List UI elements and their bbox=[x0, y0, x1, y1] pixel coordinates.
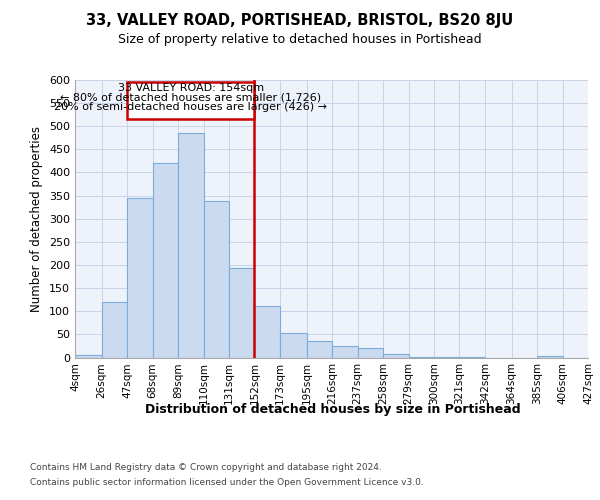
Bar bbox=[203, 201, 229, 358]
Bar bbox=[75, 355, 101, 358]
Text: ← 80% of detached houses are smaller (1,726): ← 80% of detached houses are smaller (1,… bbox=[60, 92, 322, 102]
Text: 33, VALLEY ROAD, PORTISHEAD, BRISTOL, BS20 8JU: 33, VALLEY ROAD, PORTISHEAD, BRISTOL, BS… bbox=[86, 12, 514, 28]
Bar bbox=[537, 356, 563, 358]
Bar bbox=[409, 356, 434, 358]
Text: Contains HM Land Registry data © Crown copyright and database right 2024.: Contains HM Land Registry data © Crown c… bbox=[30, 463, 382, 472]
Bar bbox=[127, 82, 254, 119]
Bar bbox=[280, 334, 307, 357]
Bar bbox=[383, 354, 409, 358]
Text: Distribution of detached houses by size in Portishead: Distribution of detached houses by size … bbox=[145, 402, 521, 415]
Bar bbox=[178, 133, 203, 358]
Bar bbox=[307, 341, 332, 357]
Bar bbox=[127, 198, 152, 358]
Bar bbox=[358, 348, 383, 358]
Bar bbox=[101, 302, 127, 358]
Text: 20% of semi-detached houses are larger (426) →: 20% of semi-detached houses are larger (… bbox=[55, 102, 328, 112]
Bar bbox=[152, 163, 178, 358]
Text: Size of property relative to detached houses in Portishead: Size of property relative to detached ho… bbox=[118, 32, 482, 46]
Bar bbox=[254, 306, 280, 358]
Y-axis label: Number of detached properties: Number of detached properties bbox=[31, 126, 43, 312]
Bar bbox=[229, 268, 254, 358]
Bar bbox=[332, 346, 358, 358]
Text: Contains public sector information licensed under the Open Government Licence v3: Contains public sector information licen… bbox=[30, 478, 424, 487]
Text: 33 VALLEY ROAD: 154sqm: 33 VALLEY ROAD: 154sqm bbox=[118, 84, 264, 94]
